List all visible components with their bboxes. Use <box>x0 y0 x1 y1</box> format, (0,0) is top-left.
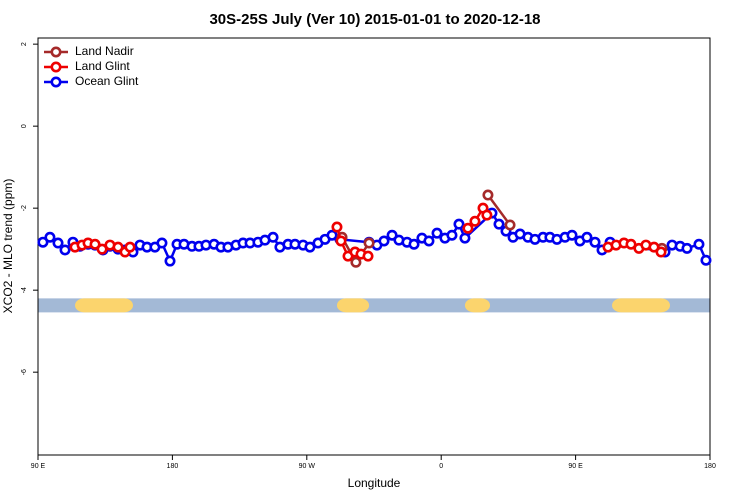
point <box>363 237 375 249</box>
series <box>37 207 712 267</box>
x-tick-label: 90 E <box>568 463 583 470</box>
point <box>44 231 56 243</box>
land-segment <box>75 298 133 313</box>
y-tick-label: -2 <box>21 205 28 211</box>
point <box>112 241 124 253</box>
series-line <box>42 211 708 265</box>
point <box>581 231 593 243</box>
legend-marker <box>50 46 62 58</box>
point <box>423 235 435 247</box>
plot-frame <box>37 37 711 456</box>
x-tick-label: 180 <box>167 463 179 470</box>
point <box>453 218 465 230</box>
point <box>589 236 601 248</box>
chart-title: 30S-25S July (Ver 10) 2015-01-01 to 2020… <box>209 11 540 28</box>
x-tick-label: 90 W <box>299 463 316 470</box>
point <box>462 222 474 234</box>
point <box>648 241 660 253</box>
point <box>469 215 481 227</box>
point <box>362 250 374 262</box>
point <box>164 255 176 267</box>
point <box>350 256 362 268</box>
point <box>37 236 49 248</box>
y-tick-label: -6 <box>21 369 28 375</box>
y-axis-label: XCO2 - MLO trend (ppm) <box>1 179 15 314</box>
y-tick-label: 2 <box>21 42 28 46</box>
x-tick-label: 0 <box>439 463 443 470</box>
legend-label: Land Nadir <box>75 44 134 58</box>
point <box>59 244 71 256</box>
x-tick-label: 90 E <box>31 463 46 470</box>
point <box>378 235 390 247</box>
point <box>96 243 108 255</box>
point <box>52 237 64 249</box>
legend-label: Land Glint <box>75 59 130 73</box>
point <box>566 229 578 241</box>
point <box>459 232 471 244</box>
land-segment <box>612 298 670 313</box>
point <box>431 227 443 239</box>
legend-marker <box>50 76 62 88</box>
point <box>386 229 398 241</box>
point <box>304 241 316 253</box>
land-segment <box>336 298 370 313</box>
legend-label: Ocean Glint <box>75 74 139 88</box>
land-segment <box>464 298 491 313</box>
point <box>89 238 101 250</box>
point <box>681 242 693 254</box>
point <box>625 238 637 250</box>
x-tick-label: 180 <box>704 463 716 470</box>
point <box>156 237 168 249</box>
y-tick-label: 0 <box>21 124 28 128</box>
point <box>655 246 667 258</box>
y-tick-label: -4 <box>21 287 28 293</box>
point <box>493 218 505 230</box>
point <box>693 238 705 250</box>
point <box>408 238 420 250</box>
series <box>69 202 667 262</box>
point <box>267 231 279 243</box>
point <box>482 189 494 201</box>
point <box>446 229 458 241</box>
point <box>504 219 516 231</box>
point <box>335 235 347 247</box>
point <box>331 221 343 233</box>
point <box>481 209 493 221</box>
x-axis-label: Longitude <box>348 476 401 490</box>
point <box>124 241 136 253</box>
point <box>700 254 712 266</box>
legend-marker <box>50 61 62 73</box>
point <box>326 229 338 241</box>
